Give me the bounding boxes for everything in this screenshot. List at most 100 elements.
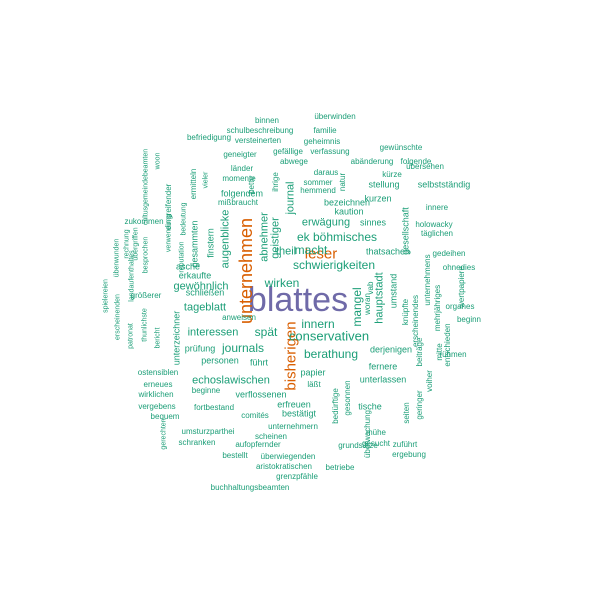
cloud-word: bericht xyxy=(154,327,162,349)
cloud-word: größerer xyxy=(130,291,162,300)
cloud-word: sommer xyxy=(303,178,333,187)
cloud-word: journal xyxy=(284,181,297,215)
cloud-word: überwinden xyxy=(314,112,356,121)
cloud-word: derjenigen xyxy=(369,344,413,355)
cloud-word: kürze xyxy=(382,170,402,179)
cloud-word: gewöhnlich xyxy=(173,280,229,293)
cloud-word: aufopfernder xyxy=(235,440,281,449)
cloud-word: schließen xyxy=(185,287,225,298)
cloud-word: woon xyxy=(154,152,162,170)
cloud-word: befriedigung xyxy=(186,133,232,142)
cloud-word: fernere xyxy=(368,361,398,372)
cloud-word: thunlichste xyxy=(141,308,149,342)
cloud-word: familie xyxy=(313,126,337,135)
cloud-word: länder xyxy=(230,164,254,173)
cloud-word: entschieden xyxy=(443,323,452,367)
cloud-word: sinnes xyxy=(359,217,387,228)
cloud-word: unterzeichner xyxy=(171,310,182,366)
cloud-word: spielereien xyxy=(102,279,110,313)
cloud-word: beginne xyxy=(191,386,221,395)
cloud-word: zuführt xyxy=(392,440,418,449)
cloud-word: augenblicke xyxy=(219,209,232,269)
cloud-word: binnen xyxy=(254,116,280,125)
cloud-word: erfreuen xyxy=(277,399,311,410)
cloud-word: mehrjähriges xyxy=(433,284,442,332)
cloud-word: vab xyxy=(366,281,375,295)
cloud-word: geringer xyxy=(415,390,424,420)
cloud-word: innere xyxy=(425,203,449,212)
cloud-word: prüfung xyxy=(184,343,216,354)
cloud-word: macht xyxy=(294,243,328,257)
cloud-word: gesucht xyxy=(361,439,391,448)
cloud-word: personen xyxy=(201,355,239,366)
cloud-word: echoslawischen xyxy=(192,374,270,387)
cloud-word: ermitteln xyxy=(189,168,198,200)
cloud-word: betriebe xyxy=(325,463,355,472)
cloud-word: stellung xyxy=(368,179,400,190)
cloud-word: beginn xyxy=(456,315,482,324)
cloud-word: momente xyxy=(222,174,256,183)
cloud-word: bezeichnen xyxy=(323,197,371,208)
cloud-word: ostensiblen xyxy=(137,368,179,377)
cloud-word: versteinerten xyxy=(234,136,282,145)
cloud-word: knüpfte xyxy=(401,298,410,326)
cloud-word: rühmen xyxy=(439,350,467,359)
cloud-word: mühe xyxy=(365,428,387,437)
cloud-word: geneigter xyxy=(223,150,257,159)
cloud-word: schranken xyxy=(178,438,216,447)
cloud-word: bestellt xyxy=(222,451,248,460)
cloud-word: journals xyxy=(221,341,265,355)
cloud-word: bedürftige xyxy=(331,388,340,424)
cloud-word: folgende xyxy=(400,157,432,166)
cloud-word: voiher xyxy=(425,370,434,392)
cloud-word: woran xyxy=(363,293,372,315)
cloud-word: folgendem xyxy=(220,188,264,199)
cloud-word: seiten xyxy=(402,402,411,424)
cloud-word: überwiegenden xyxy=(260,452,316,461)
cloud-word: bette xyxy=(247,176,256,194)
cloud-word: mangel xyxy=(350,287,364,327)
cloud-word: aristokratischen xyxy=(255,462,313,471)
cloud-word: tageblatt xyxy=(183,301,227,314)
cloud-word: innern xyxy=(301,317,335,331)
cloud-word: gerechten xyxy=(160,418,168,450)
cloud-word: grenzpfähle xyxy=(276,472,318,481)
cloud-word: kurzen xyxy=(364,193,392,204)
cloud-word: finstern xyxy=(205,228,216,258)
cloud-word: bedeutung xyxy=(180,202,188,236)
cloud-word: reputation xyxy=(178,241,186,273)
cloud-word: geheimnis xyxy=(303,137,341,146)
cloud-word: täglichen xyxy=(420,229,454,238)
cloud-word: abwege xyxy=(279,157,309,166)
cloud-word: ohnedies xyxy=(442,263,476,272)
cloud-word: erkaufte xyxy=(178,270,212,281)
cloud-word: erscheinenden xyxy=(114,294,122,340)
cloud-word: unterlassen xyxy=(359,374,407,385)
cloud-word: geistiger xyxy=(269,217,282,259)
cloud-word: selbstständig xyxy=(417,179,471,190)
cloud-word: grundsätze xyxy=(338,441,378,450)
cloud-word: leser xyxy=(304,245,338,263)
cloud-word: natur xyxy=(338,172,347,192)
cloud-word: vieler xyxy=(202,171,210,189)
cloud-word: erwägung xyxy=(301,216,351,229)
cloud-word: besprochen xyxy=(142,236,150,274)
cloud-word: anweisen xyxy=(222,313,256,322)
cloud-word: bestätigt xyxy=(281,408,317,419)
cloud-word: übersehen xyxy=(406,162,444,171)
cloud-word: ihrige xyxy=(271,172,280,192)
cloud-word: verflossenen xyxy=(235,389,287,400)
cloud-word: tische xyxy=(358,401,382,412)
cloud-word: mißbraucht xyxy=(217,198,259,207)
cloud-word: interessen xyxy=(187,326,239,339)
cloud-word: schulbeschreibung xyxy=(226,126,294,135)
cloud-word: überwunden xyxy=(113,238,121,278)
cloud-word: kaution xyxy=(334,206,364,217)
cloud-word: hemmend xyxy=(300,186,336,195)
cloud-word: vergebens xyxy=(138,402,176,411)
cloud-word: gesonnen xyxy=(343,380,352,416)
cloud-word: daraus xyxy=(313,168,339,177)
cloud-word: scheinen xyxy=(254,432,288,441)
cloud-word: schwierigkeiten xyxy=(292,258,376,272)
